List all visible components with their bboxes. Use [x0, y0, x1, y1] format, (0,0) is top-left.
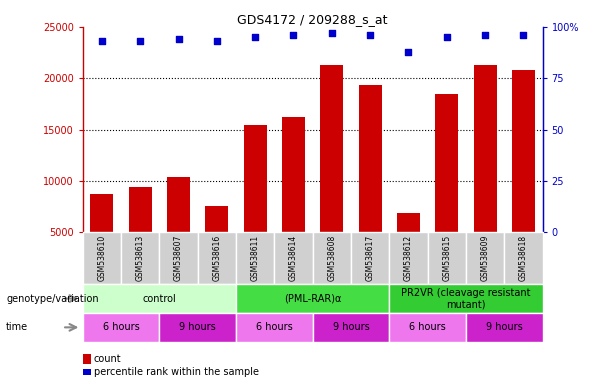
Point: [97, 38, 107, 44]
Bar: [313, 232, 351, 284]
Bar: [167, 177, 190, 284]
Text: GSM538615: GSM538615: [442, 235, 451, 281]
Text: genotype/variation: genotype/variation: [6, 293, 99, 304]
Bar: [197, 232, 236, 284]
Bar: [397, 213, 420, 284]
Text: GSM538608: GSM538608: [327, 235, 337, 281]
Bar: [205, 205, 229, 284]
Bar: [83, 313, 159, 342]
Bar: [121, 232, 159, 284]
Text: GSM538617: GSM538617: [365, 235, 375, 281]
Bar: [389, 284, 543, 313]
Text: control: control: [142, 293, 177, 304]
Title: GDS4172 / 209288_s_at: GDS4172 / 209288_s_at: [237, 13, 388, 26]
Text: time: time: [6, 322, 28, 333]
Text: GSM538611: GSM538611: [251, 235, 260, 281]
Text: 9 hours: 9 hours: [180, 322, 216, 333]
Bar: [236, 313, 313, 342]
Bar: [275, 232, 313, 284]
Text: percentile rank within the sample: percentile rank within the sample: [94, 367, 259, 377]
Bar: [321, 65, 343, 284]
Bar: [91, 194, 113, 284]
Point: [442, 34, 452, 40]
Text: GSM538610: GSM538610: [97, 235, 107, 281]
Bar: [244, 126, 267, 284]
Bar: [129, 187, 152, 284]
Bar: [473, 65, 497, 284]
Point: [289, 32, 299, 38]
Point: [173, 36, 183, 42]
Text: 9 hours: 9 hours: [486, 322, 522, 333]
Bar: [351, 232, 389, 284]
Text: 9 hours: 9 hours: [333, 322, 369, 333]
Text: 6 hours: 6 hours: [256, 322, 292, 333]
Point: [519, 32, 528, 38]
Point: [135, 38, 145, 44]
Text: GSM538607: GSM538607: [174, 235, 183, 281]
Text: PR2VR (cleavage resistant
mutant): PR2VR (cleavage resistant mutant): [401, 288, 531, 310]
Point: [250, 34, 260, 40]
Bar: [83, 232, 121, 284]
Text: GSM538612: GSM538612: [404, 235, 413, 281]
Bar: [83, 284, 236, 313]
Bar: [428, 232, 466, 284]
Bar: [389, 232, 428, 284]
Bar: [236, 232, 275, 284]
Bar: [313, 313, 389, 342]
Point: [365, 32, 375, 38]
Text: GSM538609: GSM538609: [481, 235, 490, 281]
Point: [480, 32, 490, 38]
Bar: [466, 232, 504, 284]
Bar: [282, 117, 305, 284]
Bar: [236, 284, 389, 313]
Bar: [159, 313, 236, 342]
Text: 6 hours: 6 hours: [103, 322, 139, 333]
Point: [327, 30, 337, 36]
Bar: [159, 232, 197, 284]
Bar: [466, 313, 543, 342]
Point: [212, 38, 222, 44]
Text: GSM538614: GSM538614: [289, 235, 298, 281]
Point: [403, 48, 413, 55]
Bar: [435, 94, 458, 284]
Bar: [504, 232, 543, 284]
Text: GSM538616: GSM538616: [212, 235, 221, 281]
Text: 6 hours: 6 hours: [409, 322, 446, 333]
Text: GSM538613: GSM538613: [135, 235, 145, 281]
Bar: [359, 85, 381, 284]
Text: (PML-RAR)α: (PML-RAR)α: [284, 293, 341, 304]
Bar: [389, 313, 466, 342]
Text: GSM538618: GSM538618: [519, 235, 528, 281]
Text: count: count: [94, 354, 121, 364]
Bar: [512, 70, 535, 284]
